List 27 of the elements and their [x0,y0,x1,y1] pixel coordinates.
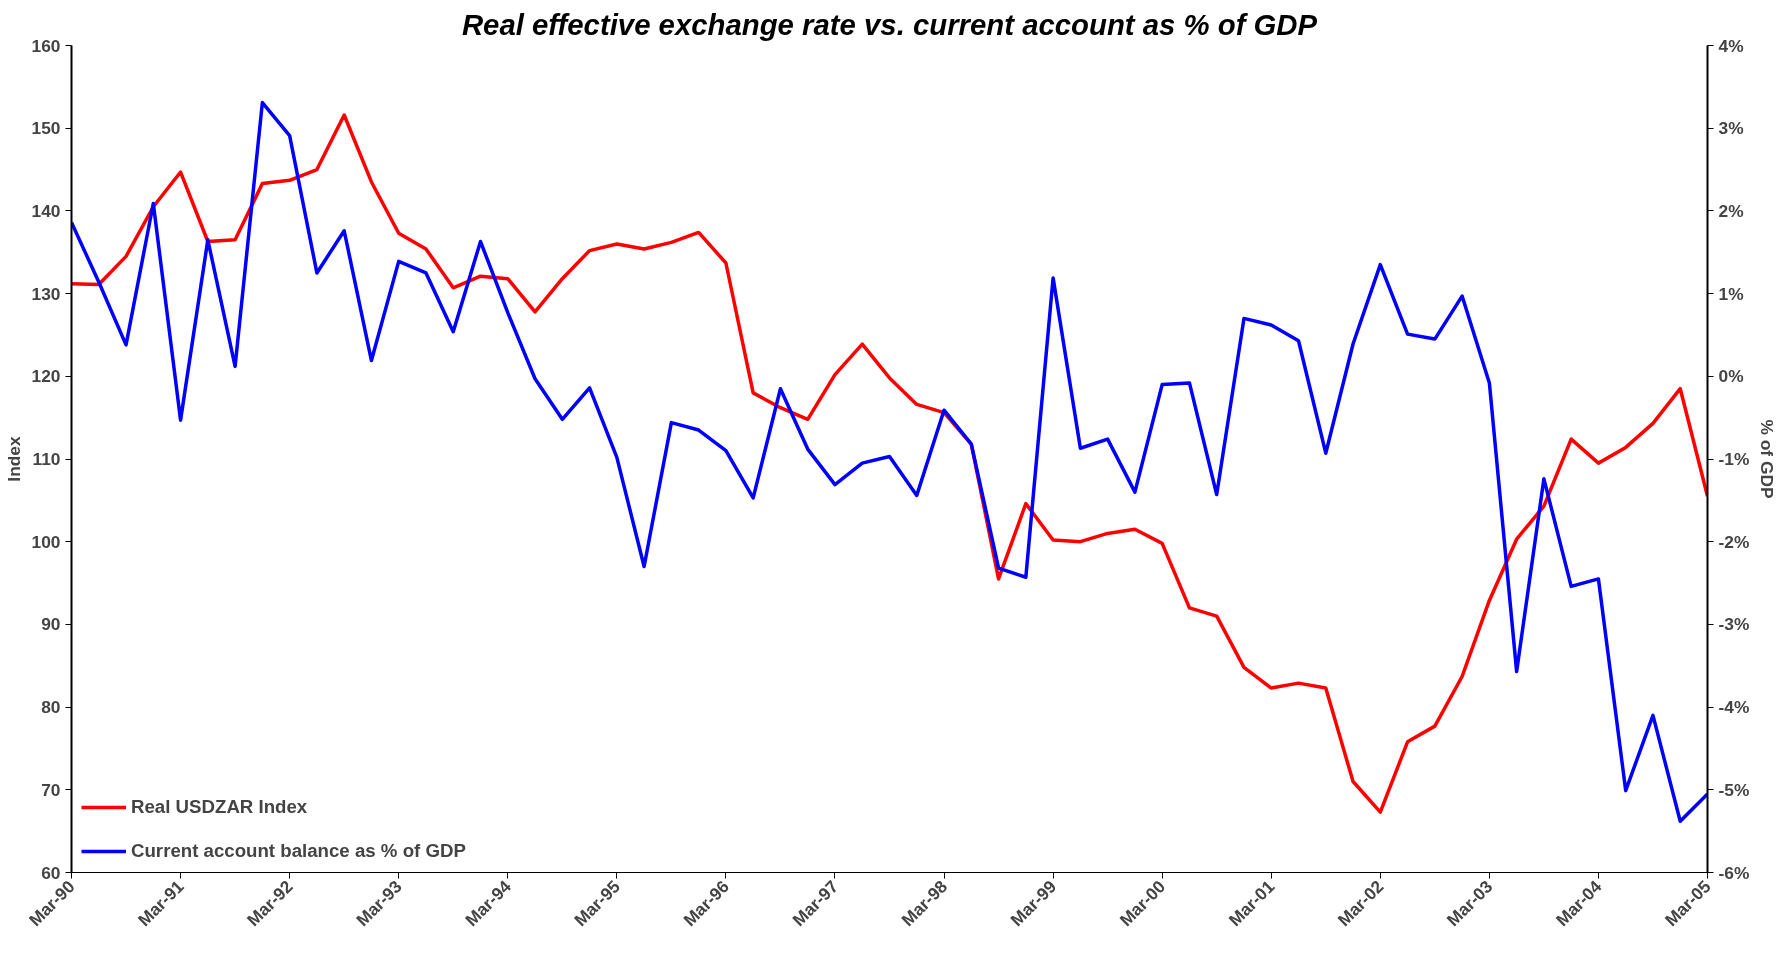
y-tick-label: 140 [31,200,61,221]
y-tick-label: 150 [31,118,61,139]
y-tick-label: 110 [32,449,61,469]
y-tick-label: 60 [41,862,61,883]
y2-tick-label: -3% [1718,614,1750,635]
y-tick-label: 160 [31,35,61,56]
y2-tick-label: -4% [1718,697,1750,718]
y-tick-label: 100 [31,531,61,552]
legend-label: Real USDZAR Index [131,796,308,818]
legend-label: Current account balance as % of GDP [131,840,466,862]
y-tick-label: 120 [31,366,61,387]
y2-axis-title: % of GDP [1757,419,1778,499]
y-tick-label: 70 [41,779,61,800]
y-tick-label: 80 [41,697,61,718]
y2-tick-label: 1% [1718,283,1744,304]
y-axis-title: Index [3,436,24,482]
y2-tick-label: 0% [1718,366,1744,387]
y2-tick-label: 4% [1718,35,1744,56]
y2-tick-label: -1% [1718,449,1750,469]
y-tick-label: 90 [41,614,61,635]
y2-tick-label: -2% [1718,531,1750,552]
chart-title: Real effective exchange rate vs. current account as % of GDP [461,7,1318,41]
y2-tick-label: 2% [1718,200,1744,221]
y2-tick-label: -5% [1718,779,1750,800]
y2-tick-label: -6% [1718,862,1750,883]
y2-tick-label: 3% [1718,118,1744,139]
y-tick-label: 130 [31,283,61,304]
